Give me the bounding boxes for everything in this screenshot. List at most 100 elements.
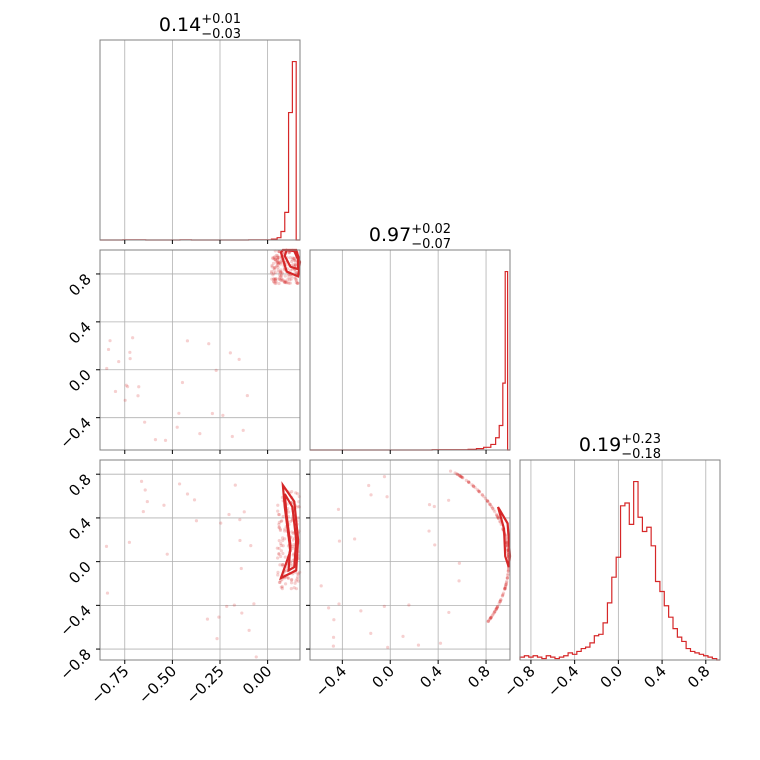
scatter-point bbox=[198, 431, 202, 436]
scatter-point bbox=[505, 576, 510, 580]
scatter-point bbox=[279, 271, 283, 275]
scatter-point bbox=[506, 572, 510, 576]
scatter-point bbox=[505, 540, 509, 545]
scatter-point bbox=[488, 502, 492, 506]
scatter-point bbox=[503, 586, 507, 591]
title-param0-minus: −0.03 bbox=[201, 27, 241, 42]
scatter-point bbox=[296, 575, 300, 579]
scatter-point bbox=[127, 540, 131, 544]
scatter-point bbox=[296, 281, 300, 285]
panel-hist-param0 bbox=[99, 39, 301, 244]
scatter-point bbox=[496, 516, 501, 521]
scatter-point bbox=[293, 262, 297, 267]
scatter-point bbox=[281, 544, 285, 548]
title-param1-minus: −0.07 bbox=[411, 237, 451, 252]
contour-level bbox=[279, 481, 300, 581]
scatter-point bbox=[498, 600, 502, 604]
scatter-point bbox=[475, 488, 479, 492]
scatter-point bbox=[495, 514, 499, 518]
scatter-point bbox=[295, 577, 299, 581]
scatter-point bbox=[247, 628, 251, 632]
scatter-point bbox=[289, 519, 293, 524]
scatter-point bbox=[493, 510, 497, 514]
scatter-point bbox=[458, 474, 463, 478]
scatter-point bbox=[275, 261, 279, 265]
scatter-point bbox=[273, 258, 278, 262]
scatter-point bbox=[281, 564, 285, 568]
scatter-point bbox=[272, 266, 276, 270]
scatter-point bbox=[280, 273, 284, 277]
scatter-point bbox=[294, 263, 298, 267]
scatter-point bbox=[274, 277, 278, 281]
scatter-point bbox=[276, 263, 280, 267]
scatter-point bbox=[128, 357, 132, 361]
scatter-point bbox=[275, 260, 280, 265]
scatter-point bbox=[461, 476, 465, 480]
scatter-point bbox=[281, 278, 285, 282]
scatter-point bbox=[496, 516, 500, 520]
scatter-point bbox=[273, 270, 277, 275]
scatter-point bbox=[457, 561, 461, 565]
scatter-point bbox=[488, 502, 492, 506]
scatter-point bbox=[337, 602, 341, 606]
scatter-point bbox=[288, 278, 292, 282]
scatter-point bbox=[459, 475, 464, 479]
scatter-point bbox=[505, 541, 509, 545]
scatter-point bbox=[294, 278, 299, 283]
scatter-point bbox=[225, 604, 229, 609]
scatter-point bbox=[488, 503, 492, 507]
scatter-point bbox=[283, 537, 287, 541]
scatter-point bbox=[457, 473, 462, 478]
scatter-point bbox=[276, 556, 280, 560]
scatter-point bbox=[287, 510, 291, 514]
scatter-point bbox=[504, 582, 508, 587]
scatter-point bbox=[270, 265, 274, 269]
scatter-point bbox=[108, 339, 112, 343]
scatter-point bbox=[279, 549, 283, 553]
scatter-point bbox=[504, 583, 508, 587]
scatter-point bbox=[277, 512, 281, 517]
scatter-point bbox=[281, 279, 285, 283]
scatter-point bbox=[294, 587, 298, 591]
scatter-point bbox=[489, 616, 493, 620]
scatter-point bbox=[289, 277, 293, 281]
scatter-point bbox=[281, 562, 285, 567]
scatter-point bbox=[277, 249, 281, 253]
scatter-point bbox=[471, 484, 475, 488]
scatter-point bbox=[467, 481, 471, 485]
scatter-point bbox=[279, 578, 283, 583]
scatter-point bbox=[494, 607, 498, 612]
scatter-point bbox=[489, 504, 494, 509]
scatter-point bbox=[489, 616, 493, 620]
scatter-point bbox=[497, 601, 501, 606]
scatter-point bbox=[279, 519, 283, 523]
scatter-point bbox=[331, 635, 336, 639]
scatter-point bbox=[283, 529, 287, 533]
scatter-point bbox=[504, 582, 508, 586]
scatter-point bbox=[141, 509, 145, 514]
scatter-point bbox=[289, 586, 293, 591]
scatter-point bbox=[277, 552, 281, 556]
scatter-point bbox=[297, 505, 302, 509]
scatter-point bbox=[279, 270, 283, 274]
scatter-point bbox=[291, 546, 295, 551]
scatter-point bbox=[123, 398, 127, 402]
scatter-point bbox=[327, 606, 331, 610]
scatter-point bbox=[482, 495, 486, 499]
scatter-point bbox=[276, 265, 280, 269]
scatter-point bbox=[273, 277, 277, 282]
scatter-point bbox=[252, 602, 256, 606]
scatter-point bbox=[239, 566, 243, 571]
scatter-point bbox=[221, 413, 225, 417]
scatter-point bbox=[293, 259, 297, 263]
scatter-point bbox=[162, 503, 166, 507]
scatter-point bbox=[401, 634, 405, 639]
scatter-point bbox=[117, 359, 121, 364]
scatter-point bbox=[281, 514, 285, 519]
scatter-point bbox=[283, 555, 287, 559]
scatter-point bbox=[293, 270, 297, 274]
scatter-point bbox=[272, 279, 276, 283]
scatter-point bbox=[289, 268, 293, 272]
scatter-point bbox=[492, 611, 496, 615]
